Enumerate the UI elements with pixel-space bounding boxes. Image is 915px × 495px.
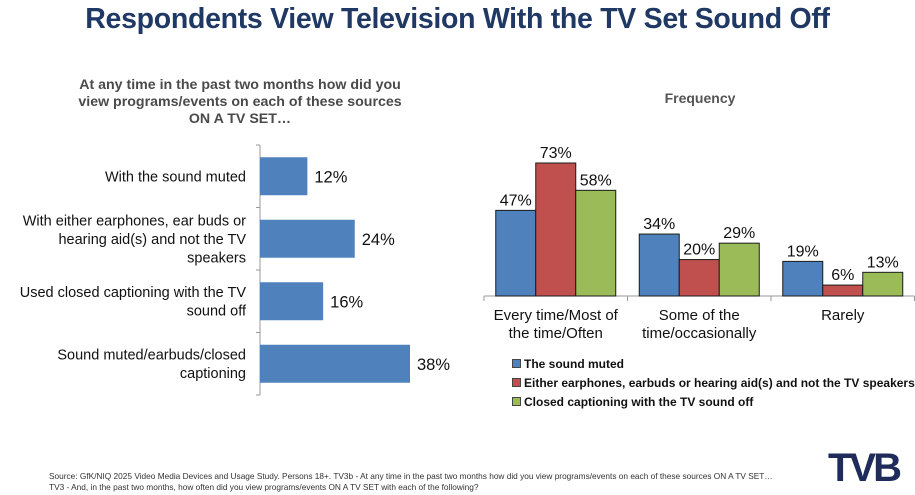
legend-item: Closed captioning with the TV sound off <box>512 392 915 411</box>
right-chart-data-label: 58% <box>580 172 612 189</box>
right-chart-title: Frequency <box>664 90 736 106</box>
left-chart-bar <box>260 282 324 321</box>
left-chart-category-label: With either earphones, ear buds or <box>23 213 246 229</box>
right-chart-data-label: 34% <box>643 216 675 233</box>
left-chart-bar <box>260 157 308 196</box>
left-chart-title-line: view programs/events on each of these so… <box>78 94 402 110</box>
legend-item: The sound muted <box>512 354 915 373</box>
right-chart-data-label: 73% <box>540 145 572 162</box>
left-chart-category-label: hearing aid(s) and not the TV <box>58 232 246 248</box>
right-chart-bar <box>718 242 760 297</box>
legend-label: The sound muted <box>524 356 624 371</box>
right-chart-legend: The sound muted Either earphones, earbud… <box>512 354 915 411</box>
legend-swatch-blue <box>512 359 521 368</box>
right-chart-bar <box>638 233 680 297</box>
left-chart-title-line: At any time in the past two months how d… <box>79 77 401 93</box>
right-chart-category-label: the time/Often <box>509 325 603 342</box>
left-chart-category-label: With the sound muted <box>105 169 246 185</box>
left-chart-title: At any time in the past two months how d… <box>30 77 450 128</box>
left-chart-bar <box>260 219 355 258</box>
legend-swatch-green <box>512 397 521 406</box>
left-chart-data-label: 38% <box>417 356 450 374</box>
legend-swatch-red <box>512 378 521 387</box>
left-chart-category-label: sound off <box>187 304 247 320</box>
right-chart-data-label: 19% <box>787 243 819 260</box>
left-chart-title-line: ON A TV SET… <box>188 111 292 127</box>
right-chart-category-label: Some of the <box>659 307 740 324</box>
right-chart-bar <box>862 271 904 297</box>
right-chart-data-label: 47% <box>500 192 532 209</box>
left-chart-data-label: 12% <box>314 168 347 186</box>
right-chart-bar <box>575 189 617 297</box>
legend-item: Either earphones, earbuds or hearing aid… <box>512 373 915 392</box>
right-chart-bar <box>495 209 537 297</box>
right-chart-data-label: 20% <box>683 242 715 259</box>
right-chart-bar <box>535 162 577 297</box>
right-chart-bar <box>782 260 824 297</box>
left-chart-category-label: captioning <box>180 366 246 382</box>
right-chart-category-label: Rarely <box>821 307 865 324</box>
source-line: Source: GfK/NIQ 2025 Video Media Devices… <box>49 471 773 481</box>
left-chart-category-label: Used closed captioning with the TV <box>20 285 247 301</box>
source-note: Source: GfK/NIQ 2025 Video Media Devices… <box>49 471 773 493</box>
right-chart-data-label: 6% <box>831 267 854 284</box>
right-chart-bar <box>822 284 864 297</box>
left-chart-category-label: speakers <box>187 250 246 266</box>
source-line: TV3 - And, in the past two months, how o… <box>49 482 479 492</box>
right-chart-category-label: Every time/Most of <box>494 307 619 324</box>
legend-label: Either earphones, earbuds or hearing aid… <box>524 375 915 390</box>
left-chart-category-label: Sound muted/earbuds/closed <box>57 348 246 364</box>
tvb-logo: TVB <box>828 446 902 490</box>
right-chart-data-label: 29% <box>723 225 755 242</box>
left-chart-data-label: 16% <box>330 293 363 311</box>
left-chart-data-label: 24% <box>362 231 395 249</box>
left-chart-bar <box>260 344 410 383</box>
right-chart-bar <box>678 259 720 297</box>
right-chart-data-label: 13% <box>867 254 899 271</box>
right-chart-category-label: time/occasionally <box>642 325 757 342</box>
page-title: Respondents View Television With the TV … <box>85 3 830 35</box>
legend-label: Closed captioning with the TV sound off <box>524 394 754 409</box>
